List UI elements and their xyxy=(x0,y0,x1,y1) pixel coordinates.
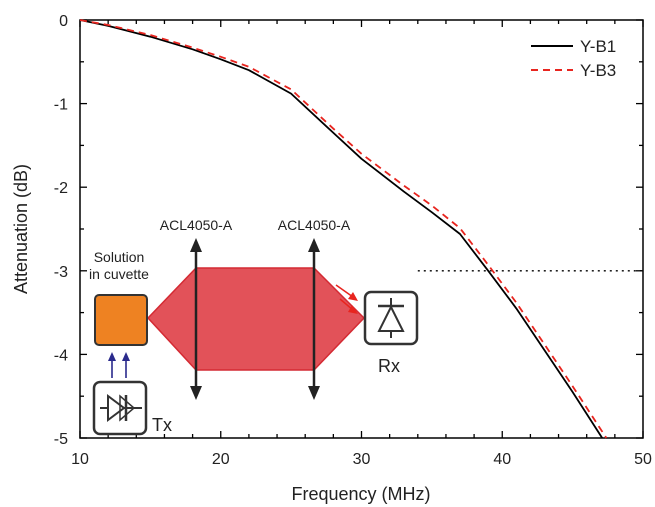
lens-1 xyxy=(190,238,202,400)
rx-label: Rx xyxy=(378,356,400,376)
receiver-photodiode-icon xyxy=(363,290,419,346)
x-tick-label: 10 xyxy=(71,451,89,468)
legend: Y-B1 Y-B3 xyxy=(531,37,616,80)
series-line-y-b1 xyxy=(79,19,603,439)
x-tick-label: 40 xyxy=(493,451,511,468)
cuvette-label: in cuvette xyxy=(89,266,149,282)
received-light-arrows xyxy=(335,284,358,314)
y-tick-label: -4 xyxy=(54,347,68,364)
lens-2 xyxy=(308,238,320,400)
x-tick-label: 50 xyxy=(634,451,652,468)
lens-2-label: ACL4050-A xyxy=(278,217,351,233)
legend-label-y-b3: Y-B3 xyxy=(580,61,616,80)
legend-label-y-b1: Y-B1 xyxy=(580,37,616,56)
x-axis-label: Frequency (MHz) xyxy=(291,484,430,504)
cuvette xyxy=(94,294,148,346)
series-group xyxy=(79,19,608,439)
lens-1-label: ACL4050-A xyxy=(160,217,233,233)
y-axis-ticks: 0 -1 -2 -3 -4 -5 xyxy=(54,13,643,448)
transmitter-diode-icon xyxy=(92,380,148,436)
solution-label: Solution xyxy=(94,249,145,265)
y-tick-label: -1 xyxy=(54,97,68,114)
y-tick-label: -3 xyxy=(54,264,68,281)
series-line-y-b3 xyxy=(79,19,608,439)
x-axis-ticks: 10 20 30 40 50 xyxy=(71,20,652,468)
y-tick-label: -2 xyxy=(54,180,68,197)
y-axis-label: Attenuation (dB) xyxy=(11,164,31,294)
excitation-arrows xyxy=(108,352,130,378)
light-beam xyxy=(146,267,366,371)
tx-label: Tx xyxy=(152,415,172,435)
y-tick-label: -5 xyxy=(54,431,68,448)
inset-diagram: ACL4050-A ACL4050-A Solution in cuvette … xyxy=(89,217,419,436)
y-tick-label: 0 xyxy=(59,13,68,30)
x-tick-label: 20 xyxy=(212,451,230,468)
x-tick-label: 30 xyxy=(353,451,371,468)
